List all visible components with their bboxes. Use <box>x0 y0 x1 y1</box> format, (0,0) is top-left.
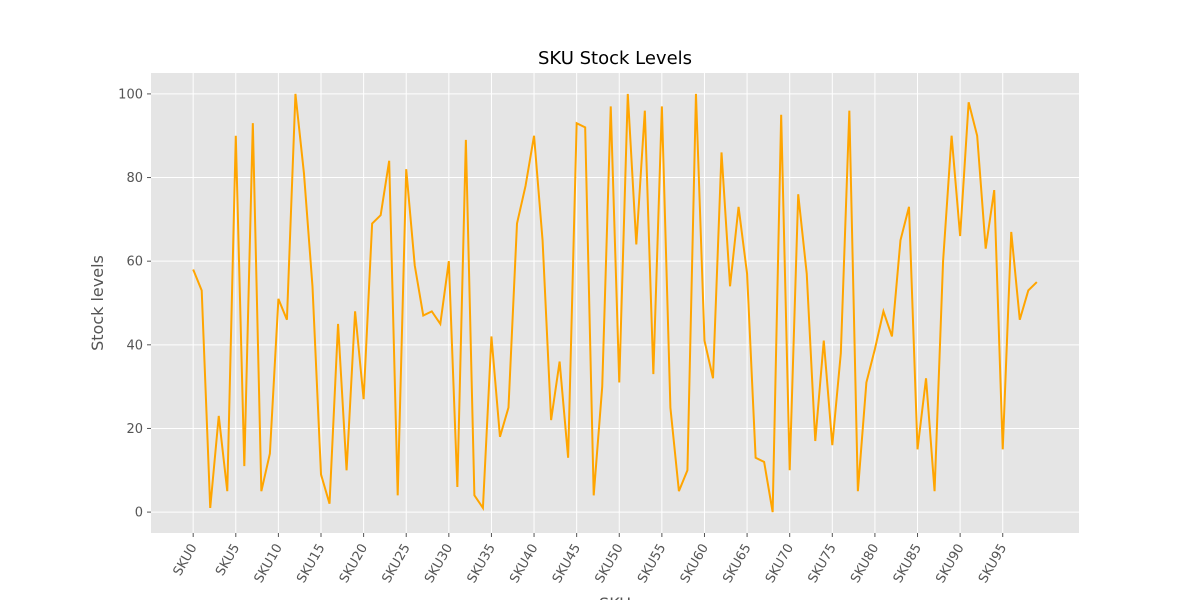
x-tick-label: SKU40 <box>507 542 541 586</box>
plot-area <box>151 73 1079 533</box>
y-tick-label: 100 <box>118 87 143 102</box>
x-tick-label: SKU10 <box>252 542 286 586</box>
x-tick-label: SKU50 <box>592 542 626 586</box>
x-tick-label: SKU30 <box>422 542 456 586</box>
x-tick-label: SKU35 <box>465 542 499 586</box>
x-tick-label: SKU65 <box>720 542 754 586</box>
y-axis-label: Stock levels <box>88 255 107 351</box>
x-tick-label: SKU55 <box>635 542 669 586</box>
x-tick-label: SKU45 <box>550 542 584 586</box>
x-tick-label: SKU85 <box>891 542 925 586</box>
x-axis-label: SKU <box>599 594 631 600</box>
y-tick-label: 20 <box>126 422 143 437</box>
grid <box>151 73 1079 533</box>
data-line <box>192 93 1038 513</box>
x-tick-label: SKU75 <box>806 542 840 586</box>
x-tick-label: SKU5 <box>213 542 243 579</box>
x-tick-label: SKU0 <box>171 542 201 579</box>
y-tick-label: 60 <box>126 255 143 270</box>
chart-title: SKU Stock Levels <box>538 48 692 69</box>
y-tick-label: 80 <box>126 171 143 186</box>
x-tick-label: SKU25 <box>379 542 413 586</box>
x-tick-label: SKU90 <box>933 542 967 586</box>
x-tick-label: SKU80 <box>848 542 882 586</box>
x-tick-label: SKU70 <box>763 542 797 586</box>
y-tick-label: 0 <box>135 506 143 521</box>
x-tick-label: SKU20 <box>337 542 371 586</box>
x-tick-label: SKU15 <box>294 542 328 586</box>
y-tick-label: 40 <box>126 338 143 353</box>
x-tick-label: SKU60 <box>678 542 712 586</box>
x-tick-label: SKU95 <box>976 542 1010 586</box>
